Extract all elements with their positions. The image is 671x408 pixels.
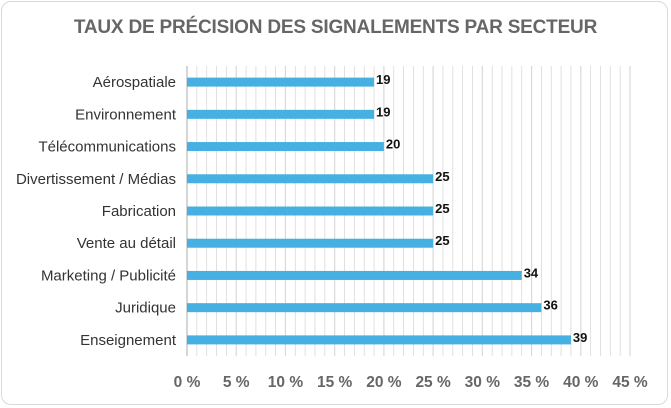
x-tick-label: 30 % [465, 374, 501, 391]
category-label: Fabrication [102, 203, 176, 220]
category-label: Juridique [115, 300, 176, 317]
x-tick-labels: 0 % 5 % 10 % 15 % 20 % 25 % 30 % 35 % 40 % 45 % [174, 374, 648, 391]
x-tick-label: 20 % [366, 374, 402, 391]
category-label: Vente au détail [77, 235, 176, 252]
data-label: 19 [376, 104, 390, 119]
x-tick-label: 40 % [563, 374, 599, 391]
data-label: 25 [435, 201, 449, 216]
bar [187, 174, 434, 184]
data-label: 20 [386, 137, 400, 152]
bar [187, 270, 522, 280]
x-tick-label: 5 % [223, 374, 250, 391]
bar [187, 142, 384, 152]
data-label: 39 [573, 330, 587, 345]
bar [187, 238, 434, 248]
bar [187, 77, 375, 87]
data-label: 25 [435, 233, 449, 248]
category-label: Divertissement / Médias [16, 171, 176, 188]
category-label: Télécommunications [38, 139, 176, 156]
x-tick-label: 15 % [317, 374, 353, 391]
x-tick-label: 10 % [268, 374, 304, 391]
data-label: 19 [376, 72, 390, 87]
data-label: 25 [435, 169, 449, 184]
bar [187, 109, 375, 119]
x-tick-label: 45 % [612, 374, 648, 391]
bar [187, 335, 571, 345]
category-label: Environnement [75, 106, 177, 123]
x-tick-label: 35 % [514, 374, 550, 391]
category-label: Enseignement [80, 332, 177, 349]
bar [187, 303, 542, 313]
x-tick-label: 25 % [415, 374, 451, 391]
data-label: 34 [524, 265, 539, 280]
chart-title: TAUX DE PRÉCISION DES SIGNALEMENTS PAR S… [73, 17, 598, 38]
category-label: Marketing / Publicité [41, 267, 176, 284]
data-label: 36 [543, 298, 557, 313]
data-labels: 19 19 20 25 25 25 34 36 39 [376, 72, 587, 345]
bar [187, 206, 434, 216]
bars [187, 77, 571, 345]
category-labels: Aérospatiale Environnement Télécommunicati… [16, 74, 177, 349]
category-label: Aérospatiale [93, 74, 176, 91]
x-tick-label: 0 % [174, 374, 201, 391]
